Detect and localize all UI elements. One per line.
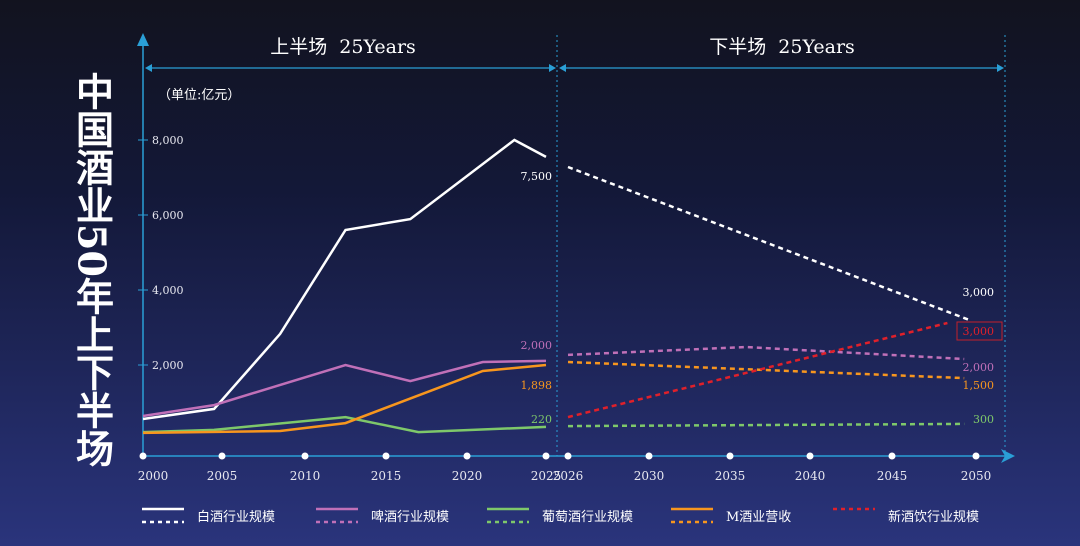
label-baijiu-2025: 7,500 (521, 170, 553, 183)
series-line-actual-3 (142, 363, 547, 435)
x-tick-label: 2025 (531, 469, 562, 483)
series-line-actual-2 (142, 415, 547, 434)
x-tick-dot (301, 452, 309, 460)
legend-label: 啤酒行业规模 (371, 510, 449, 525)
label-beer-2025: 2,000 (521, 339, 553, 352)
x-tick-dot (542, 452, 550, 460)
series-lines (142, 138, 970, 435)
x-tick-dot (726, 452, 734, 460)
x-tick-dot (139, 452, 147, 460)
section-label-first-half: 上半场 25Years (270, 36, 416, 58)
x-tick-label: 2000 (138, 469, 169, 483)
arrow-right-icon (997, 64, 1004, 72)
unit-label: （单位:亿元） (158, 88, 240, 103)
label-baijiu-2050: 3,000 (963, 286, 995, 299)
y-tick-label: 6,000 (152, 209, 184, 222)
legend: 白酒行业规模 啤酒行业规模 葡萄酒行业规模 M酒业营收 新酒饮行业规模 (142, 507, 979, 525)
x-tick-label: 2035 (715, 469, 746, 483)
y-tick-label: 4,000 (152, 284, 184, 297)
x-tick-dot (806, 452, 814, 460)
legend-label: M酒业营收 (726, 510, 791, 525)
x-tick-label: 2020 (452, 469, 483, 483)
chart-title: 中国酒业50年上下半场 (70, 72, 115, 467)
label-wine-2050: 300 (973, 413, 994, 426)
arrow-left-icon (559, 64, 566, 72)
x-tick-dot (382, 452, 390, 460)
x-tick-label: 2045 (877, 469, 908, 483)
y-axis-arrow-icon (137, 33, 149, 46)
x-tick-label: 2030 (634, 469, 665, 483)
legend-label: 葡萄酒行业规模 (542, 510, 633, 525)
label-newdrink-2050: 3,000 (963, 325, 995, 338)
x-tick-dot (972, 452, 980, 460)
label-m-2050: 1,500 (963, 379, 995, 392)
arrow-left-icon (145, 64, 152, 72)
label-wine-2025: 220 (531, 413, 552, 426)
series-line-actual-1 (142, 359, 547, 418)
x-tick-label: 2026 (553, 469, 584, 483)
x-tick-label: 2015 (371, 469, 402, 483)
legend-label: 新酒饮行业规模 (888, 509, 979, 525)
x-tick-label: 2005 (207, 469, 238, 483)
legend-label: 白酒行业规模 (197, 509, 275, 525)
x-tick-dot (218, 452, 226, 460)
label-m-2025: 1,898 (521, 379, 553, 392)
x-tick-label: 2010 (290, 469, 321, 483)
x-tick-dot (564, 452, 572, 460)
x-tick-dot (645, 452, 653, 460)
x-tick-dot (888, 452, 896, 460)
x-axis-arrow-icon (1001, 449, 1015, 463)
y-tick-label: 2,000 (152, 359, 184, 372)
series-line-actual-0 (142, 138, 547, 421)
series-line-forecast-2 (567, 422, 965, 428)
label-newdrink-box (956, 321, 1003, 341)
series-line-forecast-4 (567, 321, 948, 419)
y-ticks: 2,000 4,000 6,000 8,000 (138, 134, 184, 372)
y-tick-label: 8,000 (152, 134, 184, 147)
section-label-second-half: 下半场 25Years (709, 36, 855, 58)
series-line-forecast-3 (567, 360, 965, 380)
label-beer-2050: 2,000 (963, 361, 995, 374)
arrow-right-icon (549, 64, 556, 72)
x-tick-dot (463, 452, 471, 460)
x-tick-label: 2040 (795, 469, 826, 483)
x-tick-label: 2050 (961, 469, 992, 483)
